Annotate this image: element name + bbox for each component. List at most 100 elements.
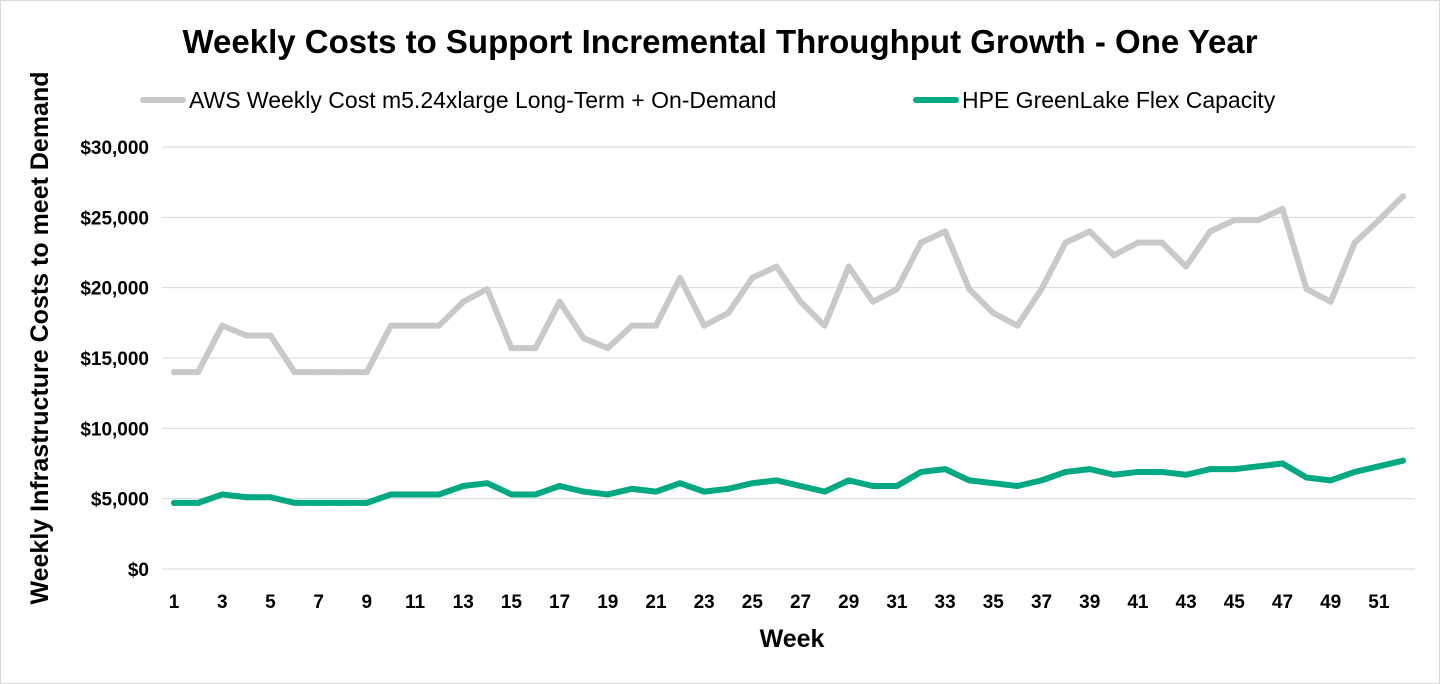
data-point [893, 286, 900, 293]
x-tick-label: 19 [597, 592, 618, 613]
x-tick-label: 47 [1272, 592, 1293, 613]
x-tick-label: 25 [742, 592, 764, 613]
data-point [749, 274, 756, 281]
data-point [845, 263, 852, 270]
data-point [1062, 239, 1069, 246]
x-tick-label: 1 [169, 592, 180, 613]
x-tick-label: 23 [694, 592, 715, 613]
data-point [363, 499, 370, 506]
data-point [990, 309, 997, 316]
data-point [797, 298, 804, 305]
data-point [797, 483, 804, 490]
data-point [725, 309, 732, 316]
data-point [1351, 239, 1358, 246]
data-point [701, 322, 708, 329]
series-aws [171, 193, 1406, 376]
y-tick-label: $10,000 [80, 419, 149, 440]
data-point [1375, 463, 1382, 470]
data-point [1207, 466, 1214, 473]
data-point [1183, 263, 1190, 270]
data-point [1086, 466, 1093, 473]
series-hpe [171, 457, 1406, 506]
data-point [966, 477, 973, 484]
legend-label-hpe: HPE GreenLake Flex Capacity [962, 87, 1276, 113]
data-point [508, 491, 515, 498]
y-axis-ticks: $0 $5,000 $10,000 $15,000 $20,000 $25,000 $30,… [80, 138, 149, 581]
data-point [484, 286, 491, 293]
data-point [363, 369, 370, 376]
data-point [171, 369, 178, 376]
data-point [701, 488, 708, 495]
data-point [460, 483, 467, 490]
data-point [387, 491, 394, 498]
data-point [1255, 463, 1262, 470]
data-point [845, 477, 852, 484]
data-point [628, 485, 635, 492]
data-point [556, 298, 563, 305]
data-point [171, 499, 178, 506]
data-point [1014, 483, 1021, 490]
data-point [219, 322, 226, 329]
y-tick-label: $0 [128, 560, 149, 581]
data-point [1303, 286, 1310, 293]
chart-title: Weekly Costs to Support Incremental Thro… [182, 23, 1257, 60]
data-point [556, 483, 563, 490]
data-point [315, 499, 322, 506]
data-point [604, 345, 611, 352]
data-point [918, 239, 925, 246]
data-point [436, 491, 443, 498]
series-line-hpe [171, 457, 1406, 506]
data-point [966, 286, 973, 293]
data-point [195, 499, 202, 506]
data-point [942, 466, 949, 473]
data-point [628, 322, 635, 329]
x-tick-label: 17 [549, 592, 570, 613]
data-point [219, 491, 226, 498]
x-tick-label: 35 [983, 592, 1005, 613]
x-tick-label: 9 [362, 592, 373, 613]
data-point [1279, 460, 1286, 467]
data-point [1351, 468, 1358, 475]
data-point [918, 468, 925, 475]
data-point [1134, 239, 1141, 246]
legend-label-aws: AWS Weekly Cost m5.24xlarge Long-Term + … [189, 87, 776, 113]
y-tick-label: $20,000 [80, 279, 149, 300]
x-axis-ticks: 1 3 5 7 9 11 13 15 17 19 21 23 25 27 29 31 33 35 37 39 41 43 4… [169, 592, 1390, 613]
data-point [412, 491, 419, 498]
data-point [580, 488, 587, 495]
data-point [412, 322, 419, 329]
data-point [725, 485, 732, 492]
x-tick-label: 45 [1224, 592, 1246, 613]
x-tick-label: 7 [313, 592, 324, 613]
grid [162, 146, 1415, 570]
x-tick-label: 39 [1079, 592, 1100, 613]
data-point [652, 322, 659, 329]
data-point [1303, 474, 1310, 481]
data-point [1399, 193, 1406, 200]
data-point [1399, 457, 1406, 464]
data-point [460, 298, 467, 305]
data-point [677, 274, 684, 281]
data-point [387, 322, 394, 329]
data-point [869, 298, 876, 305]
x-tick-label: 11 [405, 592, 426, 613]
x-tick-label: 49 [1320, 592, 1341, 613]
data-point [677, 480, 684, 487]
data-point [1014, 322, 1021, 329]
data-point [990, 480, 997, 487]
data-point [532, 345, 539, 352]
series-layer [171, 193, 1406, 506]
data-point [1158, 468, 1165, 475]
data-point [1110, 252, 1117, 259]
data-point [243, 494, 250, 501]
data-point [1231, 466, 1238, 473]
y-tick-label: $25,000 [80, 208, 149, 229]
data-point [484, 480, 491, 487]
data-point [243, 332, 250, 339]
y-axis-title: Weekly Infrastructure Costs to meet Dema… [26, 71, 54, 604]
data-point [1110, 471, 1117, 478]
x-tick-label: 43 [1176, 592, 1197, 613]
data-point [1086, 228, 1093, 235]
